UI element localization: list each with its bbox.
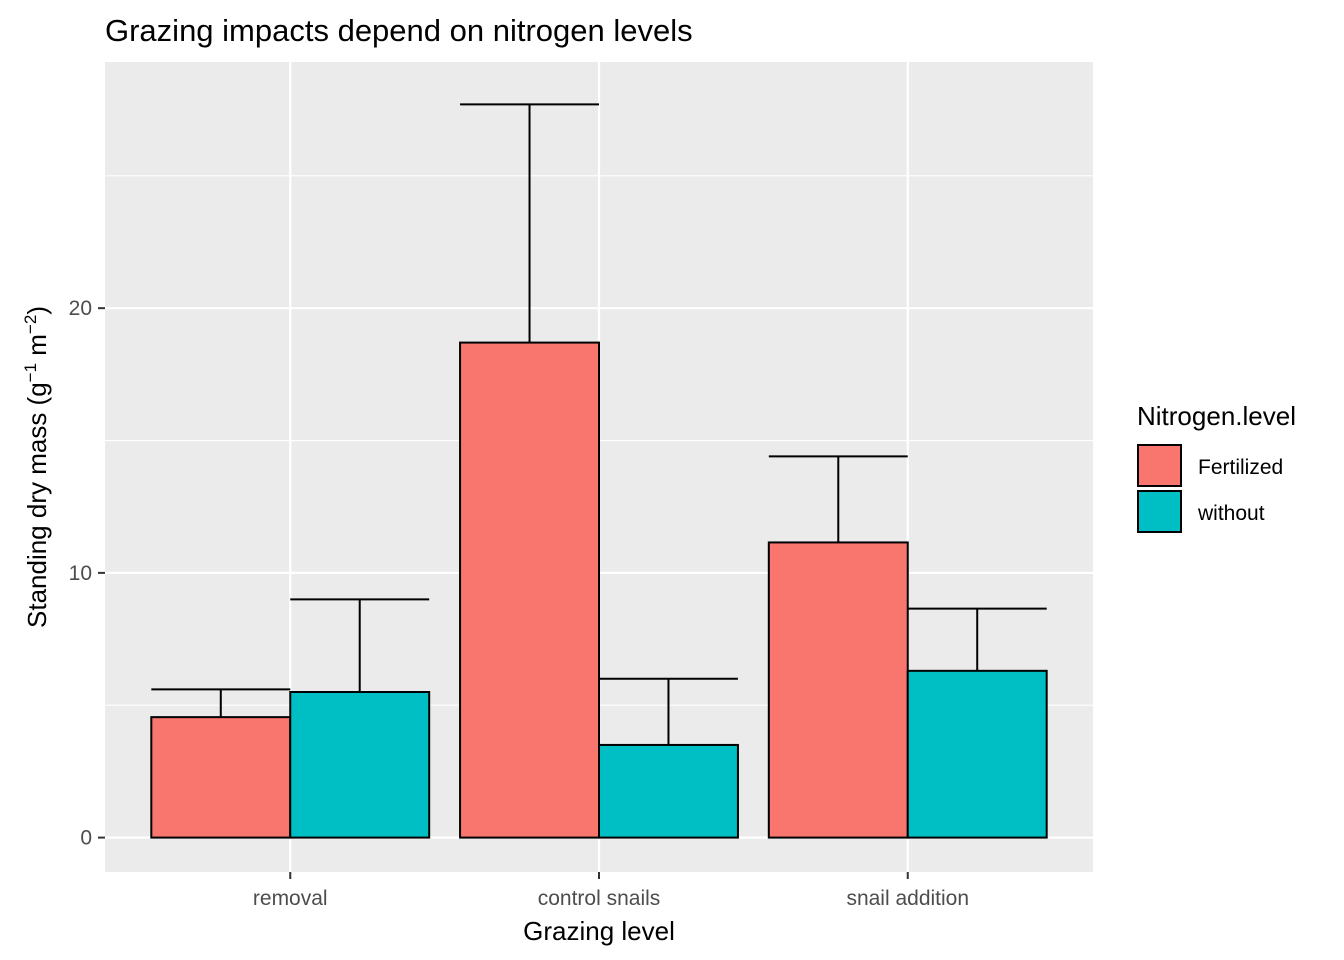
bar-1-1 — [598, 743, 739, 839]
x-tick-label-1: control snails — [538, 887, 661, 910]
y-tick-label-2: 20 — [69, 297, 92, 320]
bars — [150, 341, 1048, 839]
legend-label-0: Fertilized — [1198, 456, 1283, 479]
legend-key-0 — [1137, 444, 1182, 487]
bar-0-1 — [459, 341, 600, 839]
y-axis-title-sup2: −2 — [21, 315, 40, 334]
x-tick-label-0: removal — [253, 887, 328, 910]
y-tick-label-1: 10 — [69, 562, 92, 585]
legend-label-1: without — [1197, 502, 1265, 525]
chart-title: Grazing impacts depend on nitrogen level… — [105, 13, 693, 48]
y-axis-title-end: ) — [22, 306, 52, 315]
bar-0-0 — [150, 716, 292, 839]
y-axis-title-main: Standing dry mass (g — [22, 382, 52, 628]
bar-0-2 — [767, 541, 909, 839]
legend-title: Nitrogen.level — [1137, 401, 1296, 431]
bar-1-2 — [906, 669, 1048, 839]
legend: Nitrogen.level Fertilized without — [1137, 401, 1296, 533]
x-axis: removal control snails snail addition — [253, 872, 969, 910]
x-axis-title: Grazing level — [523, 916, 675, 946]
error-bars — [151, 103, 1047, 745]
y-tick-label-0: 0 — [80, 827, 92, 850]
bar-1-0 — [289, 691, 431, 839]
y-axis-title-sup1: −1 — [21, 363, 40, 382]
y-axis: 0 10 20 — [69, 297, 105, 850]
y-axis-title-mid: m — [22, 334, 52, 363]
y-axis-title: Standing dry mass (g−1 m−2) — [21, 306, 52, 628]
x-tick-label-2: snail addition — [846, 887, 969, 910]
legend-key-1 — [1137, 490, 1182, 533]
